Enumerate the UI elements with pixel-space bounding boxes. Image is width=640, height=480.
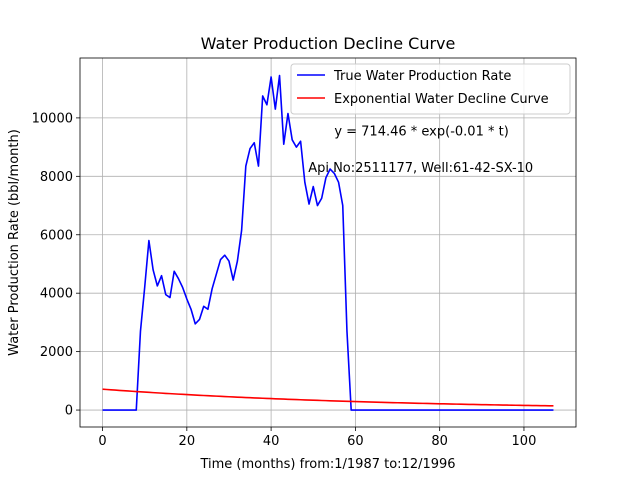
y-axis-title: Water Production Rate (bbl/month) (7, 129, 22, 356)
series-layer (102, 74, 554, 411)
plot-frame (79, 57, 577, 428)
y-tick-label: 6000 (40, 228, 73, 243)
legend-box (290, 63, 571, 115)
series-line-decline-curve (102, 388, 554, 407)
x-tick-label: 100 (512, 434, 537, 449)
y-tick-label: 4000 (40, 287, 73, 302)
legend: True Water Production Rate Exponential W… (290, 63, 571, 115)
x-tick-label: 20 (179, 434, 196, 449)
grid (80, 58, 576, 427)
x-tick-label: 0 (98, 434, 106, 449)
x-tick-label: 40 (263, 434, 280, 449)
legend-label-decline-curve: Exponential Water Decline Curve (334, 92, 549, 107)
x-tick-label: 60 (347, 434, 364, 449)
y-tick-label: 0 (65, 404, 73, 419)
chart-title: Water Production Decline Curve (201, 34, 456, 53)
x-axis-title: Time (months) from:1/1987 to:12/1996 (199, 457, 455, 472)
y-tick-label: 2000 (40, 345, 73, 360)
y-tick-label: 10000 (32, 111, 73, 126)
y-tick-label: 8000 (40, 170, 73, 185)
x-tick-label: 80 (431, 434, 448, 449)
legend-label-true-rate: True Water Production Rate (333, 69, 511, 84)
series-line-true-rate (102, 74, 554, 411)
ticks: 0 20 40 60 80 100 0 2000 4000 6000 8000 10000 (32, 111, 537, 449)
well-annotation: Api No:2511177, Well:61-42-SX-10 (308, 161, 533, 176)
equation-annotation: y = 714.46 * exp(-0.01 * t) (334, 124, 508, 139)
